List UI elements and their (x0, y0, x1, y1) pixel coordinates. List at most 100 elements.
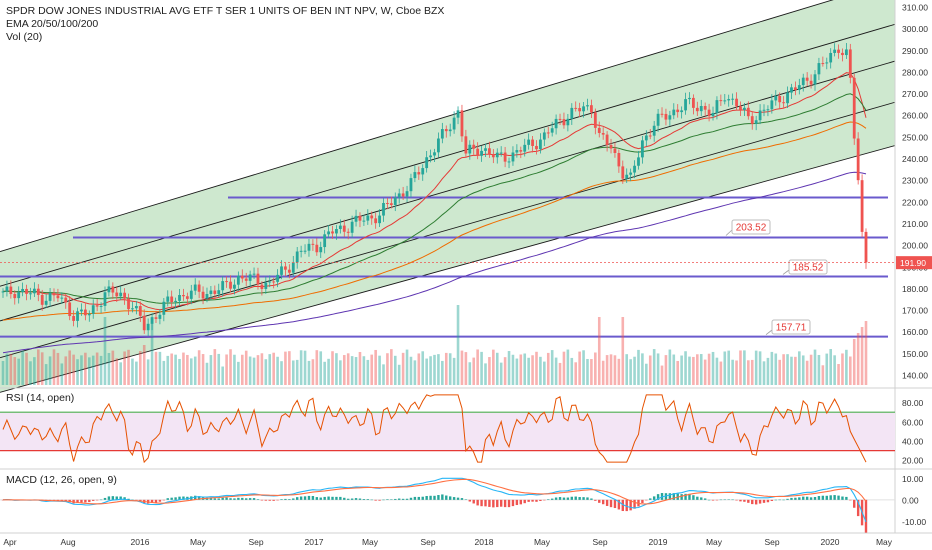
volume-bar (460, 350, 464, 385)
candle-body (629, 172, 633, 175)
macd-histogram-bar (284, 498, 287, 500)
candles (1, 43, 868, 336)
candle-body (456, 110, 460, 118)
channel-line[interactable] (0, 23, 896, 287)
macd-histogram-bar (448, 496, 452, 500)
volume-bar (546, 352, 550, 385)
macd-histogram-bar (378, 499, 381, 501)
candle-body (817, 63, 821, 75)
volume-bar (146, 359, 150, 385)
candle-body (287, 269, 291, 273)
price-axis[interactable]: 310.00 300.00 290.00 280.00 270.00 260.00 250.… (902, 3, 928, 381)
volume-bar (829, 349, 832, 385)
macd-histogram-bar (456, 497, 460, 500)
macd-histogram-bar (700, 497, 703, 500)
price-tick-label: 250.00 (902, 132, 928, 142)
macd-histogram-bar (841, 496, 844, 500)
candle-body (17, 292, 21, 299)
volume-bar (99, 355, 103, 385)
macd-histogram-bar (813, 497, 817, 500)
candle-body (778, 95, 782, 103)
volume-bar (221, 366, 224, 385)
candle-body (480, 150, 483, 156)
macd-histogram-bar (374, 499, 377, 501)
candle-body (264, 282, 268, 289)
candle-body (860, 180, 864, 232)
volume-bar (798, 351, 801, 385)
macd-histogram-bar (751, 499, 754, 505)
candle-body (574, 107, 578, 109)
volume-bar (425, 358, 428, 385)
candle-body (178, 295, 181, 301)
candle-body (95, 305, 99, 307)
macd-histogram-bar (409, 497, 413, 500)
macd-histogram-bar (621, 499, 624, 512)
macd-histogram-bar (864, 499, 868, 533)
volume-bar (115, 358, 119, 385)
macd-histogram-bar (103, 497, 107, 500)
volume-bar (88, 357, 91, 385)
candle-body (370, 215, 374, 219)
volume-bar (150, 317, 154, 385)
candle-body (52, 292, 56, 296)
candle-body (444, 129, 448, 132)
macd-histogram-bar (88, 499, 91, 503)
macd-histogram-bar (762, 499, 766, 503)
volume-bar (272, 352, 275, 385)
candle-body (703, 106, 707, 110)
candle-body (421, 168, 425, 175)
volume-bar (613, 355, 617, 385)
price-tick-label: 240.00 (902, 154, 928, 164)
candle-body (327, 231, 330, 235)
macd-histogram-bar (507, 499, 511, 508)
macd-histogram-bar (397, 498, 401, 500)
volume-bar (507, 351, 511, 385)
volume-bar (382, 364, 385, 385)
candle-body (550, 128, 554, 133)
volume-bar (319, 351, 323, 385)
macd-histogram-bar (798, 497, 801, 500)
candle-body (582, 106, 585, 112)
volume-bar (178, 358, 181, 385)
channel-line[interactable] (0, 0, 895, 253)
price-tick-label: 270.00 (902, 89, 928, 99)
volume-bar (393, 355, 397, 385)
volume-bar (252, 357, 256, 385)
macd-histogram-bar (323, 496, 326, 500)
candle-body (790, 87, 793, 93)
rsi-tick-label: 80.00 (902, 398, 924, 408)
volume-bar (233, 354, 236, 385)
macd-histogram-bar (358, 498, 362, 500)
level-labels: 203.52 185.52 157.71 (725, 219, 828, 335)
macd-histogram-bar (598, 499, 601, 503)
time-axis[interactable]: Apr Aug 2016 May Sep 2017 May Sep 2018 May Sep 2019… (3, 537, 892, 547)
candle-body (641, 140, 644, 158)
macd-histogram-bar (503, 499, 507, 508)
macd-histogram-bar (60, 499, 64, 501)
rsi-tick-label: 60.00 (902, 417, 924, 427)
candle-body (393, 197, 397, 206)
channel-line[interactable] (0, 101, 896, 359)
macd-histogram-bar (586, 497, 589, 500)
candle-body (660, 113, 664, 115)
candle-body (150, 317, 154, 324)
channel-line[interactable] (0, 145, 896, 393)
candle-body (201, 291, 205, 299)
macd-histogram-bar (786, 498, 789, 500)
volume-bar (762, 361, 766, 385)
candle-body (319, 247, 323, 253)
candle-body (83, 309, 87, 316)
macd-histogram-bar (95, 499, 99, 501)
volume-bar (723, 351, 727, 385)
candle-body (217, 290, 221, 294)
volume-bar (213, 349, 217, 385)
volume-bar (503, 357, 507, 385)
macd-histogram-bar (452, 497, 456, 500)
volume-bar (492, 349, 495, 385)
candle-body (692, 97, 695, 108)
channel-line[interactable] (0, 60, 896, 322)
macd-histogram-bar (743, 499, 746, 502)
volume-bar (664, 355, 668, 385)
volume-bar (103, 317, 107, 385)
